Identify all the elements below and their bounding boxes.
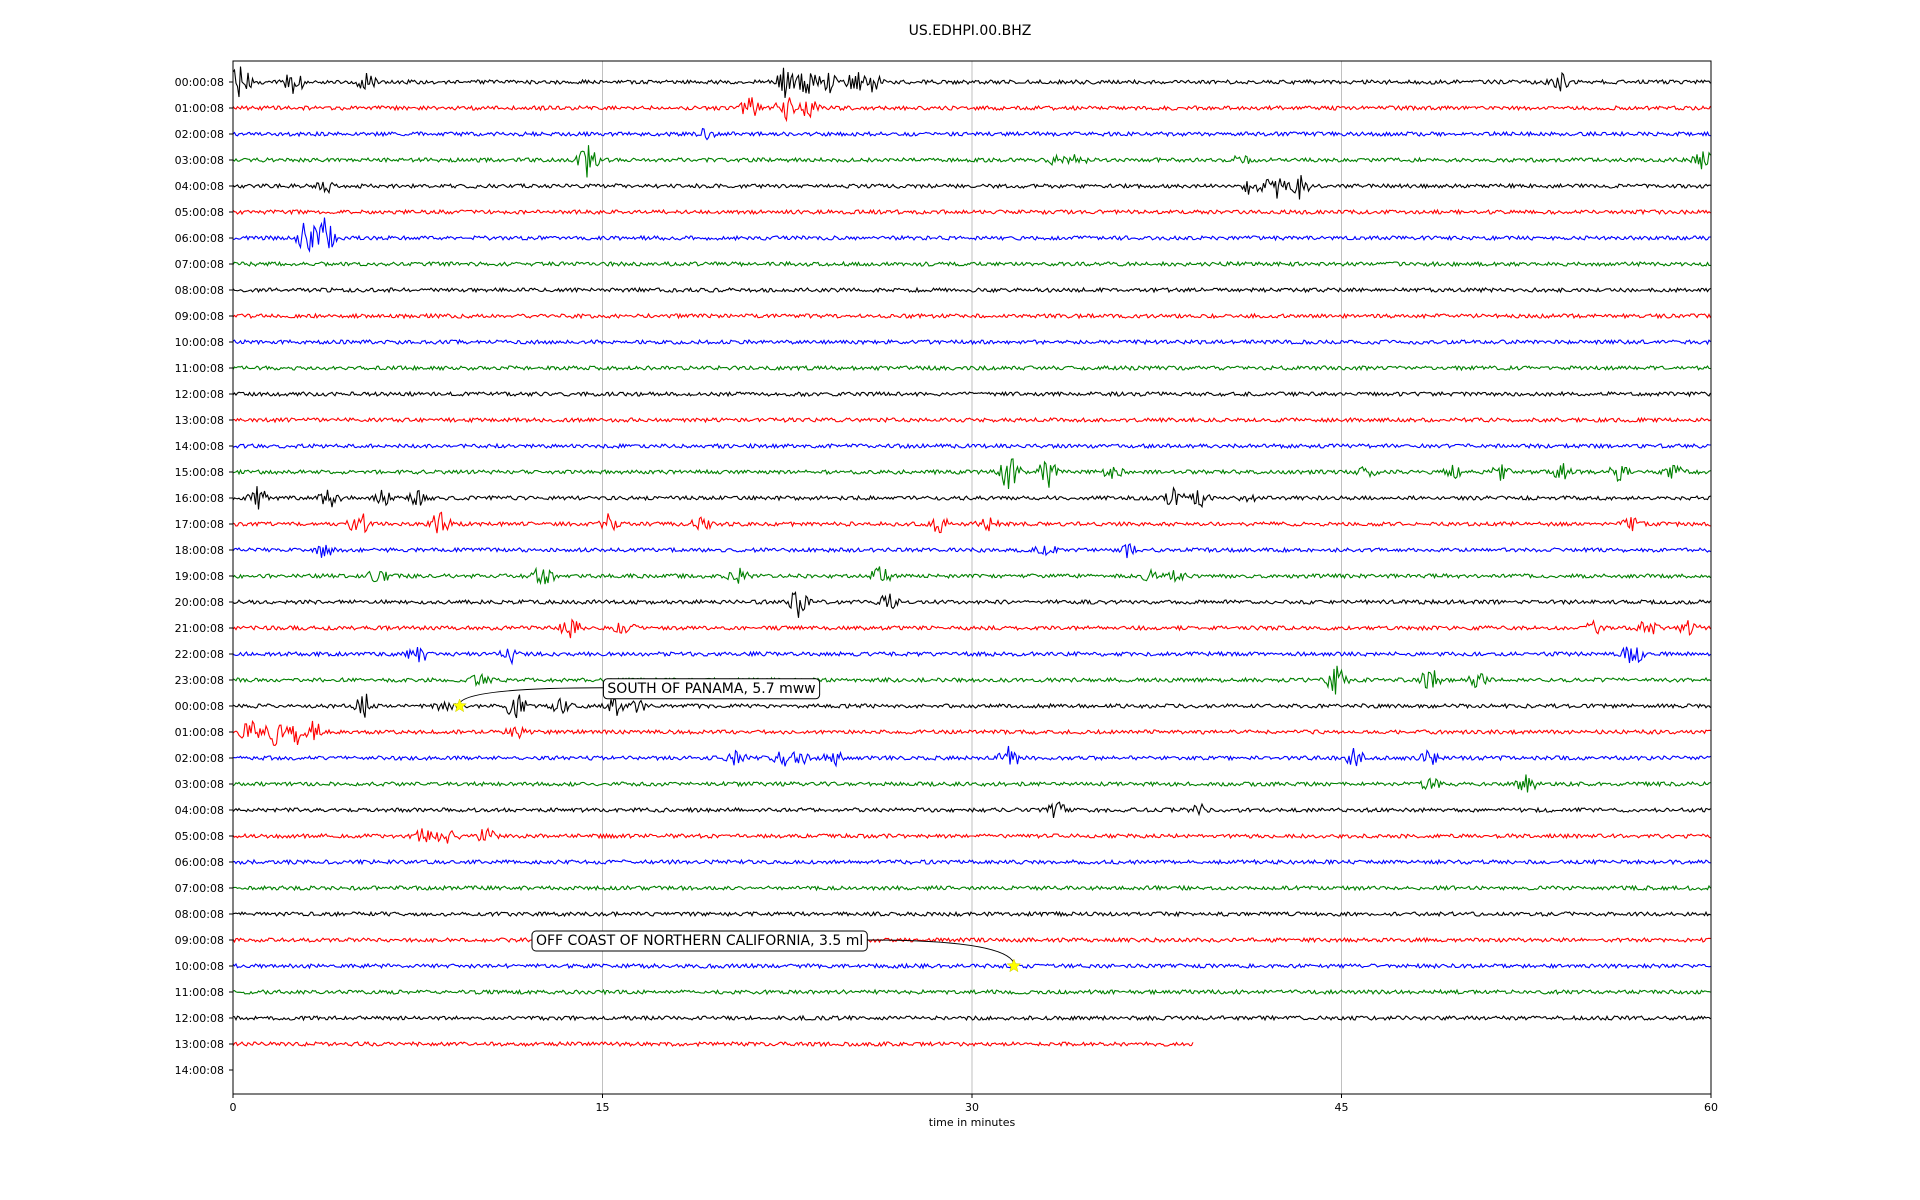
x-tick-label-0: 0 [230,1101,237,1114]
trace-row-3 [232,145,1711,178]
trace-row-6 [233,217,1711,253]
trace-row-24 [232,693,1711,719]
row-label-4: 04:00:08 [175,180,224,193]
row-label-32: 08:00:08 [175,908,224,921]
trace-row-27 [232,774,1711,793]
row-label-22: 22:00:08 [175,648,224,661]
trace-row-18 [232,543,1711,559]
trace-row-14 [232,442,1711,450]
row-label-34: 10:00:08 [175,960,224,973]
trace-row-5 [232,208,1711,216]
trace-layer [232,66,1711,1048]
trace-row-12 [232,390,1711,398]
row-label-13: 13:00:08 [175,414,224,427]
event-star-marker-0 [452,698,467,713]
row-label-19: 19:00:08 [175,570,224,583]
annotation-connector-0 [459,687,604,704]
row-label-30: 06:00:08 [175,856,224,869]
row-time-labels: 00:00:08 01:00:08 02:00:08 03:00:08 04:00:08… [175,76,233,1077]
trace-row-16 [232,486,1711,510]
row-label-8: 08:00:08 [175,284,224,297]
trace-row-30 [232,858,1711,866]
trace-row-9 [232,312,1711,320]
row-label-3: 03:00:08 [175,154,224,167]
trace-row-2 [232,127,1711,141]
trace-row-31 [232,884,1711,892]
row-label-16: 16:00:08 [175,492,224,505]
trace-row-7 [232,260,1711,268]
row-label-2: 02:00:08 [175,128,224,141]
trace-row-23 [232,665,1711,695]
row-label-21: 21:00:08 [175,622,224,635]
x-axis-ticks: 0 15 30 45 60 [230,1094,1718,1114]
row-label-20: 20:00:08 [175,596,224,609]
trace-row-17 [232,511,1711,534]
row-label-25: 01:00:08 [175,726,224,739]
row-label-26: 02:00:08 [175,752,224,765]
chart-title: US.EDHPI.00.BHZ [909,23,1032,39]
annotation-connector-1 [867,939,1015,964]
annotation-text-1: OFF COAST OF NORTHERN CALIFORNIA, 3.5 ml [536,933,863,949]
trace-row-37 [232,1040,1194,1048]
trace-row-4 [232,175,1711,200]
row-label-31: 07:00:08 [175,882,224,895]
trace-row-8 [232,286,1711,294]
row-label-12: 12:00:08 [175,388,224,401]
row-label-17: 17:00:08 [175,518,224,531]
trace-row-20 [232,591,1711,618]
row-label-37: 13:00:08 [175,1038,224,1051]
row-label-24: 00:00:08 [175,700,224,713]
trace-row-26 [232,745,1711,768]
event-annotations: SOUTH OF PANAMA, 5.7 mww OFF COAST OF NOR… [452,678,1022,973]
row-label-14: 14:00:08 [175,440,224,453]
trace-row-34 [232,962,1711,970]
trace-row-33 [232,936,1711,944]
row-label-11: 11:00:08 [175,362,224,375]
trace-row-15 [232,458,1711,490]
row-label-38: 14:00:08 [175,1064,224,1077]
row-label-5: 05:00:08 [175,206,224,219]
trace-row-22 [232,646,1711,666]
x-tick-label-15: 15 [596,1101,610,1114]
row-label-33: 09:00:08 [175,934,224,947]
row-label-6: 06:00:08 [175,232,224,245]
trace-row-19 [232,566,1711,586]
trace-row-25 [232,719,1711,747]
row-label-35: 11:00:08 [175,986,224,999]
annotation-text-0: SOUTH OF PANAMA, 5.7 mww [607,681,815,697]
annotation-box-0 [602,678,821,700]
row-label-28: 04:00:08 [175,804,224,817]
row-label-0: 00:00:08 [175,76,224,89]
trace-row-29 [232,827,1711,844]
trace-row-35 [232,988,1711,996]
trace-row-21 [232,618,1711,639]
trace-row-32 [232,910,1711,918]
trace-row-11 [232,364,1711,372]
row-label-7: 07:00:08 [175,258,224,271]
row-label-29: 05:00:08 [175,830,224,843]
x-tick-label-30: 30 [965,1101,979,1114]
x-tick-label-45: 45 [1335,1101,1349,1114]
annotation-box-1 [531,930,868,952]
x-tick-label-60: 60 [1704,1101,1718,1114]
x-axis-label: time in minutes [929,1116,1016,1129]
trace-row-28 [232,801,1711,819]
row-label-1: 01:00:08 [175,102,224,115]
trace-row-10 [232,338,1711,346]
row-label-18: 18:00:08 [175,544,224,557]
row-label-36: 12:00:08 [175,1012,224,1025]
trace-row-36 [232,1014,1711,1022]
row-label-23: 23:00:08 [175,674,224,687]
event-star-marker-1 [1006,958,1022,973]
row-label-10: 10:00:08 [175,336,224,349]
row-label-9: 09:00:08 [175,310,224,323]
trace-row-13 [232,416,1711,424]
trace-row-1 [232,97,1711,123]
row-label-27: 03:00:08 [175,778,224,791]
row-label-15: 15:00:08 [175,466,224,479]
trace-row-0 [232,66,1711,98]
